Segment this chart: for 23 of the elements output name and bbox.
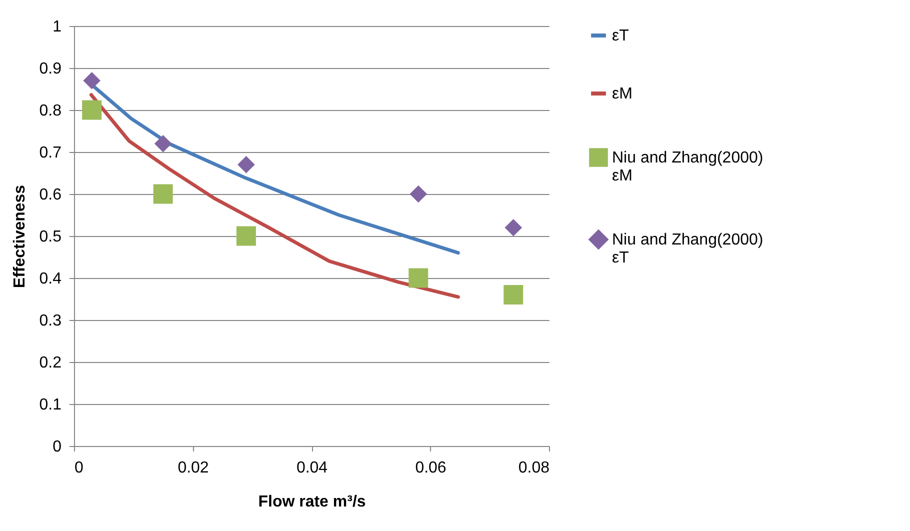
y-tick-label: 0.6 xyxy=(39,186,62,204)
line-series xyxy=(89,93,460,299)
y-tick-label: 0.4 xyxy=(39,270,62,288)
y-tick-label: 0.2 xyxy=(39,354,62,372)
x-tick-label: 0.06 xyxy=(415,460,446,476)
x-tick-label: 0.02 xyxy=(178,460,209,476)
y-tick-label: 0.9 xyxy=(39,60,62,78)
y-tick-label: 0.3 xyxy=(39,312,62,330)
y-axis-title: Effectiveness xyxy=(11,184,28,288)
y-tick-label: 1 xyxy=(52,18,62,36)
y-tick-label: 0.1 xyxy=(39,396,62,414)
x-tick-label: 0.04 xyxy=(296,460,328,476)
legend-label: εT xyxy=(612,28,630,44)
y-tick-label: 0.7 xyxy=(39,144,62,162)
x-tick-label: 0 xyxy=(74,460,84,476)
legend-label: Niu and Zhang(2000) εM xyxy=(612,150,764,184)
x-tick-label: 0.08 xyxy=(518,460,550,476)
legend-label: Niu and Zhang(2000) εT xyxy=(612,232,764,266)
x-axis-title: Flow rate m³/s xyxy=(258,494,366,510)
y-tick-label: 0.5 xyxy=(39,228,62,246)
legend-label: εM xyxy=(612,86,632,102)
y-tick-label: 0.8 xyxy=(39,102,62,120)
y-tick-label: 0 xyxy=(52,438,62,456)
